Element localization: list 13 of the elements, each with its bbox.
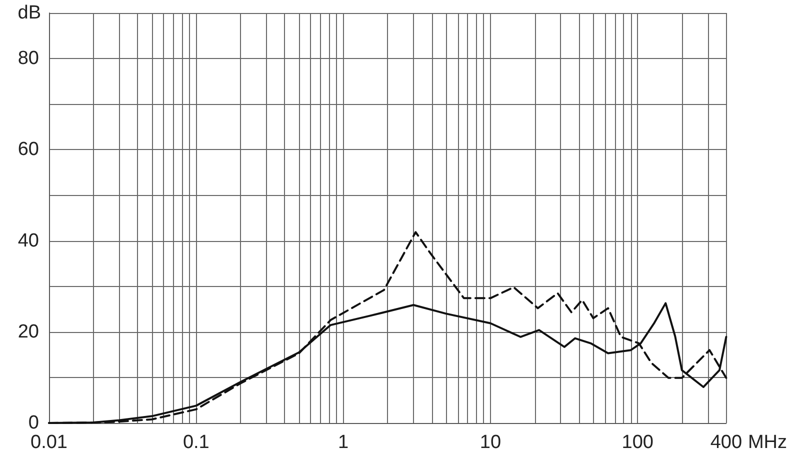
x-tick-label: 0.01 <box>30 432 68 453</box>
y-tick-label: 0 <box>28 412 39 434</box>
y-axis-title: dB <box>18 2 41 24</box>
x-tick-label: 400 <box>710 432 742 453</box>
x-tick-label: 100 <box>622 432 654 453</box>
y-tick-label: 80 <box>18 48 39 70</box>
x-axis-title: MHz <box>748 432 788 453</box>
x-tick-label: 1 <box>338 432 349 453</box>
x-tick-label: 0.1 <box>182 432 210 453</box>
y-tick-label: 60 <box>18 139 39 160</box>
y-tick-label: 20 <box>18 321 39 342</box>
x-tick-label: 10 <box>480 432 502 453</box>
y-tick-label: 40 <box>18 230 39 252</box>
